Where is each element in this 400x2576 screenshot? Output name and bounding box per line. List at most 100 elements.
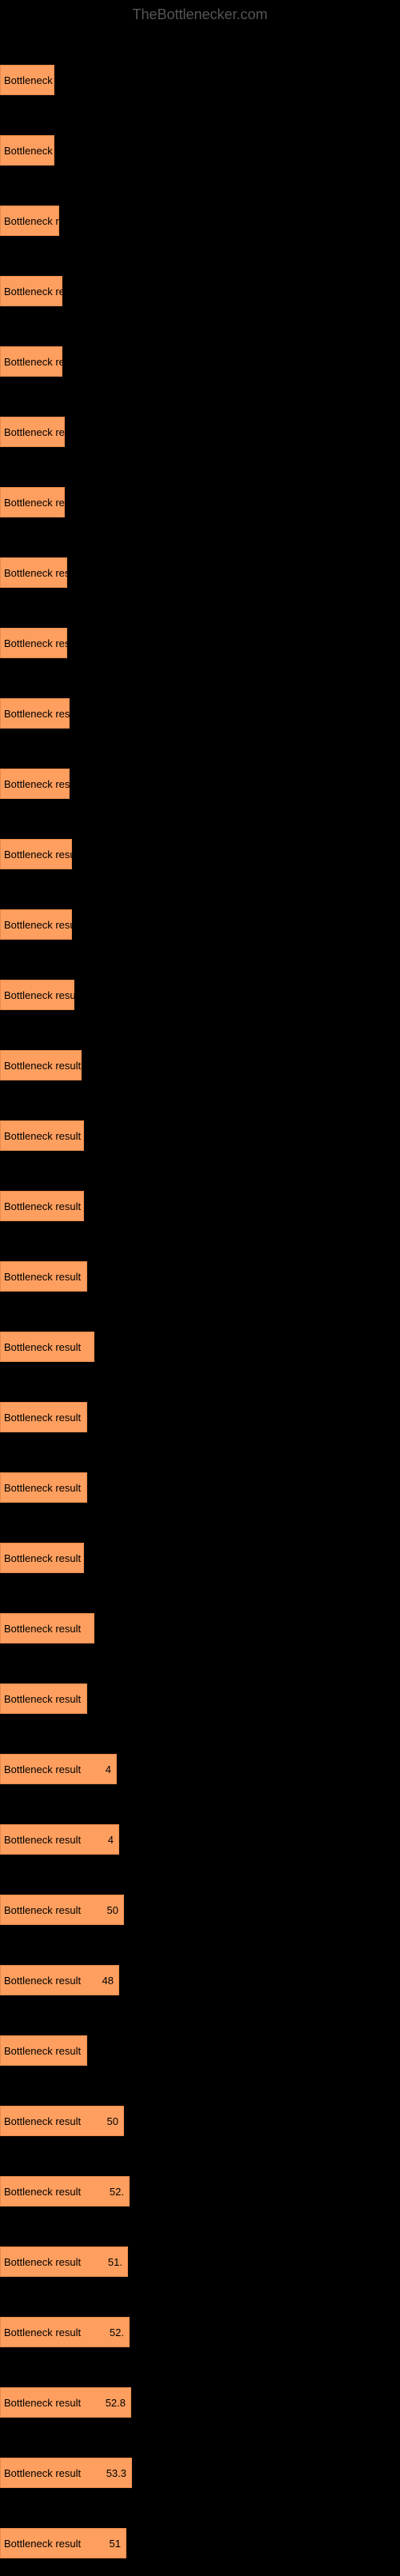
bar-label: Bottleneck result bbox=[1, 1060, 81, 1072]
bar-row: Bottleneck result bbox=[0, 879, 400, 943]
bar-row: Bottleneck result 52.8 bbox=[0, 2357, 400, 2421]
bottleneck-bar: Bottleneck result 51 bbox=[0, 2528, 126, 2558]
bottleneck-bar: Bottleneck result 4 bbox=[0, 1754, 117, 1784]
bar-row: Bottleneck result bbox=[0, 316, 400, 380]
bar-row: Bottleneck result 52. bbox=[0, 2146, 400, 2210]
bottleneck-bar: Bottleneck result 52.8 bbox=[0, 2387, 131, 2418]
bottleneck-bar: Bottleneck result bbox=[0, 65, 54, 95]
bar-row: Bottleneck result 4 bbox=[0, 1723, 400, 1787]
bar-label: Bottleneck result bbox=[1, 1623, 81, 1635]
bar-row: Bottleneck result bbox=[0, 809, 400, 873]
bottleneck-bar: Bottleneck result bbox=[0, 1543, 84, 1573]
bar-label: Bottleneck result bbox=[1, 145, 81, 157]
bar-label: Bottleneck result bbox=[1, 1693, 81, 1705]
bar-row: Bottleneck result bbox=[0, 1442, 400, 1506]
bottleneck-bar: Bottleneck result51. bbox=[0, 2247, 128, 2277]
bottleneck-bar: Bottleneck result bbox=[0, 417, 65, 447]
bottleneck-bar: Bottleneck result 52. bbox=[0, 2176, 130, 2207]
bar-row: Bottleneck result 51 bbox=[0, 2498, 400, 2562]
bar-label: Bottleneck result bbox=[1, 356, 81, 368]
bar-value: 50 bbox=[107, 2115, 118, 2127]
bar-row: Bottleneck result bbox=[0, 1583, 400, 1647]
bar-label: Bottleneck result bbox=[1, 1904, 81, 1916]
bar-value: 4 bbox=[106, 1763, 111, 1775]
bottleneck-bar: Bottleneck result52. bbox=[0, 2317, 130, 2347]
bottleneck-bar: Bottleneck result bbox=[0, 1332, 94, 1362]
bottleneck-bar: Bottleneck result bbox=[0, 2035, 87, 2066]
bar-row: Bottleneck result bbox=[0, 1301, 400, 1365]
bottleneck-bar: Bottleneck result bbox=[0, 698, 70, 729]
bottleneck-bar: Bottleneck result bbox=[0, 135, 54, 166]
bar-value: 50 bbox=[107, 1904, 118, 1916]
bar-row: Bottleneck result bbox=[0, 1231, 400, 1295]
bar-row: Bottleneck result bbox=[0, 668, 400, 732]
bottleneck-bar: Bottleneck result 4 bbox=[0, 1824, 119, 1855]
page-header: TheBottlenecker.com bbox=[0, 0, 400, 26]
bottleneck-bar: Bottleneck result bbox=[0, 1613, 94, 1643]
bar-label: Bottleneck result bbox=[1, 2467, 81, 2479]
bar-row: Bottleneck result51. bbox=[0, 2216, 400, 2280]
bar-label: Bottleneck result bbox=[1, 286, 81, 298]
bar-label: Bottleneck result bbox=[1, 1834, 81, 1846]
bar-row: Bottleneck result bbox=[0, 597, 400, 661]
bar-row: Bottleneck result bbox=[0, 386, 400, 450]
bar-label: Bottleneck result bbox=[1, 708, 81, 720]
bar-value: 52.8 bbox=[106, 2397, 126, 2409]
bar-label: Bottleneck result bbox=[1, 989, 81, 1001]
site-title: TheBottlenecker.com bbox=[0, 6, 400, 23]
bottleneck-bar: Bottleneck result50 bbox=[0, 2106, 124, 2136]
bar-row: Bottleneck result bbox=[0, 175, 400, 239]
bar-label: Bottleneck result bbox=[1, 567, 81, 579]
bar-label: Bottleneck result bbox=[1, 215, 81, 227]
bar-label: Bottleneck result bbox=[1, 1552, 81, 1564]
bar-label: Bottleneck result bbox=[1, 919, 81, 931]
bar-label: Bottleneck result bbox=[1, 1412, 81, 1424]
bar-row: Bottleneck result bbox=[0, 949, 400, 1013]
bar-value: 53.3 bbox=[106, 2467, 126, 2479]
bar-value: 52. bbox=[110, 2186, 124, 2198]
bottleneck-bar: Bottleneck result bbox=[0, 1261, 87, 1292]
bar-value: 4 bbox=[108, 1834, 114, 1846]
bottleneck-bar-chart: Bottleneck resultBottleneck resultBottle… bbox=[0, 26, 400, 2576]
bar-row: Bottleneck result bbox=[0, 34, 400, 98]
bar-label: Bottleneck result bbox=[1, 1200, 81, 1212]
bar-row: Bottleneck result bbox=[0, 246, 400, 310]
bar-row: Bottleneck result bbox=[0, 1020, 400, 1084]
bottleneck-bar: Bottleneck result bbox=[0, 769, 70, 799]
bar-label: Bottleneck result bbox=[1, 1763, 81, 1775]
bottleneck-bar: Bottleneck result bbox=[0, 909, 72, 940]
bar-label: Bottleneck result bbox=[1, 637, 81, 649]
bar-row: Bottleneck result bbox=[0, 2005, 400, 2069]
bar-label: Bottleneck result bbox=[1, 849, 81, 861]
bar-label: Bottleneck result bbox=[1, 2538, 81, 2550]
bottleneck-bar: Bottleneck result bbox=[0, 1120, 84, 1151]
bar-row: Bottleneck result bbox=[0, 738, 400, 802]
bar-label: Bottleneck result bbox=[1, 497, 81, 509]
bar-label: Bottleneck result bbox=[1, 1975, 81, 1987]
bottleneck-bar: Bottleneck result bbox=[0, 557, 67, 588]
bar-row: Bottleneck result bbox=[0, 1653, 400, 1717]
bar-row: Bottleneck result 4 bbox=[0, 1794, 400, 1858]
bottleneck-bar: Bottleneck result bbox=[0, 206, 59, 236]
bottleneck-bar: Bottleneck result bbox=[0, 346, 62, 377]
bar-label: Bottleneck result bbox=[1, 778, 81, 790]
bar-row: Bottleneck result50 bbox=[0, 2075, 400, 2139]
bar-label: Bottleneck result bbox=[1, 426, 81, 438]
bar-label: Bottleneck result bbox=[1, 1271, 81, 1283]
bottleneck-bar: Bottleneck result bbox=[0, 1191, 84, 1221]
bar-label: Bottleneck result bbox=[1, 2397, 81, 2409]
bar-row: Bottleneck result bbox=[0, 1372, 400, 1436]
bar-row: Bottleneck result bbox=[0, 105, 400, 169]
bottleneck-bar: Bottleneck result 53.3 bbox=[0, 2458, 132, 2488]
bar-row: Bottleneck result48 bbox=[0, 1935, 400, 1999]
bottleneck-bar: Bottleneck result 50 bbox=[0, 1895, 124, 1925]
bar-label: Bottleneck result bbox=[1, 74, 81, 86]
bar-label: Bottleneck result bbox=[1, 2186, 81, 2198]
bar-row: Bottleneck result bbox=[0, 1512, 400, 1576]
bar-value: 51 bbox=[110, 2538, 121, 2550]
bar-row: Bottleneck result 50 bbox=[0, 1864, 400, 1928]
bottleneck-bar: Bottleneck result bbox=[0, 1683, 87, 1714]
bar-label: Bottleneck result bbox=[1, 1130, 81, 1142]
bottleneck-bar: Bottleneck result bbox=[0, 487, 65, 517]
bar-label: Bottleneck result bbox=[1, 2326, 81, 2338]
